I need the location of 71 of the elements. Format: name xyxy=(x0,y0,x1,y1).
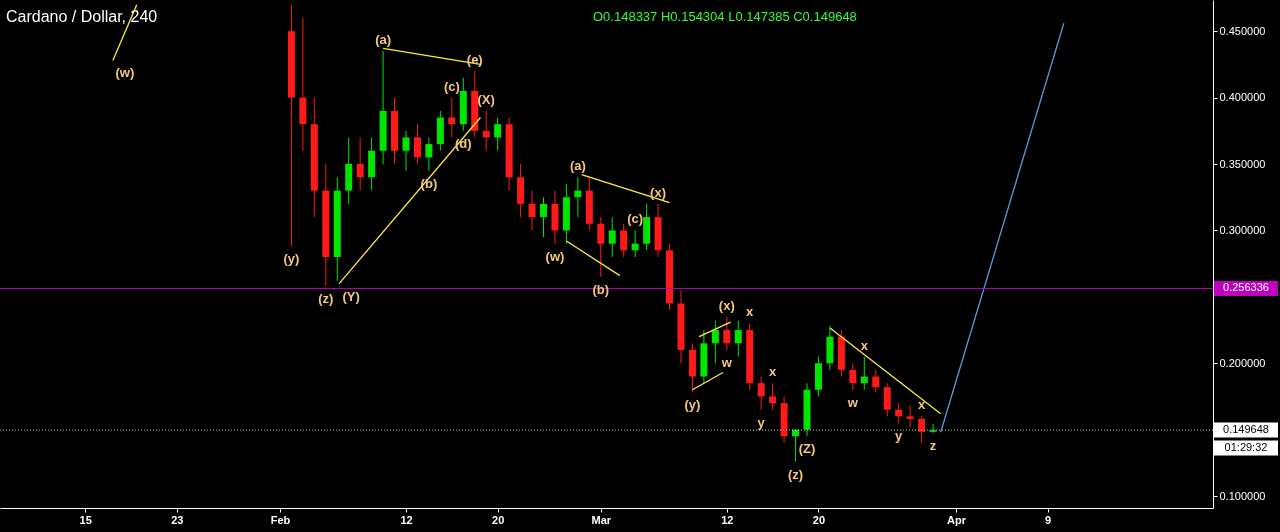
candlestick xyxy=(597,216,605,278)
candlestick xyxy=(356,136,364,192)
x-tick-label: Feb xyxy=(270,513,291,526)
x-tick-label: Apr xyxy=(946,513,967,526)
y-tick-label: 0.300000 xyxy=(1219,223,1266,236)
annotation: x xyxy=(746,304,755,320)
candlestick xyxy=(574,176,582,218)
y-tick-label: 0.450000 xyxy=(1219,24,1266,37)
annotation: y xyxy=(895,428,904,443)
candlestick xyxy=(402,130,410,172)
candlestick xyxy=(528,190,536,231)
x-tick-label: Mar xyxy=(591,513,612,526)
candlestick xyxy=(849,362,857,391)
annotation: y xyxy=(757,414,766,430)
x-tick-label: 12 xyxy=(400,513,413,526)
annotation: (w) xyxy=(545,248,565,264)
annotation: O0.148337 H0.154304 L0.147385 C0.149648 xyxy=(593,9,857,24)
annotation: w xyxy=(720,354,733,370)
ref-line-label: 0.149648 xyxy=(1223,423,1269,436)
annotation: (x) xyxy=(650,184,666,200)
candlestick xyxy=(757,376,765,411)
annotation: (x) xyxy=(718,297,735,313)
candlestick xyxy=(883,382,891,417)
candlestick xyxy=(448,97,456,138)
annotation: (z) xyxy=(787,466,804,482)
candlestick xyxy=(620,223,628,258)
annotation: (y) xyxy=(684,397,701,413)
candlestick xyxy=(723,316,731,351)
annotation: (y) xyxy=(283,251,300,267)
x-tick-label: 23 xyxy=(171,513,184,526)
candlestick xyxy=(872,369,880,393)
annotation: w xyxy=(846,394,859,410)
annotation: x xyxy=(769,364,778,380)
x-tick-label: 9 xyxy=(1045,513,1052,526)
candlestick xyxy=(482,110,490,152)
annotation: z xyxy=(929,438,937,454)
x-tick-label: 20 xyxy=(812,513,826,526)
ref-line-label: 0.256336 xyxy=(1223,281,1269,294)
annotation: (z) xyxy=(318,291,334,307)
candlestick xyxy=(769,382,777,411)
annotation: (Z) xyxy=(798,441,816,457)
candlestick xyxy=(711,320,719,364)
annotation: (X) xyxy=(477,91,495,107)
candlestick xyxy=(494,117,502,152)
x-tick-label: 15 xyxy=(79,513,92,526)
y-tick-label: 0.200000 xyxy=(1219,356,1266,369)
candlestick xyxy=(413,123,421,165)
candlestick xyxy=(425,136,433,172)
annotation: (c) xyxy=(443,78,460,94)
annotation: (c) xyxy=(627,211,644,227)
x-tick-label: 20 xyxy=(492,513,505,526)
annotation: (Y) xyxy=(342,288,360,304)
candlestick xyxy=(631,229,639,258)
annotation: (a) xyxy=(375,32,392,48)
text: 01:29:32 xyxy=(1224,441,1268,453)
annotation: x xyxy=(917,397,926,413)
candlestick xyxy=(895,402,903,424)
candlestick xyxy=(608,216,616,258)
candlestick xyxy=(539,196,547,238)
y-tick-label: 0.400000 xyxy=(1219,91,1266,104)
candlestick xyxy=(918,415,926,444)
candlestick xyxy=(860,356,868,391)
x-tick-label: 12 xyxy=(721,513,734,526)
annotation: (a) xyxy=(569,158,586,174)
y-tick-label: 0.100000 xyxy=(1219,489,1266,502)
y-tick-label: 0.350000 xyxy=(1219,157,1266,170)
annotation: (w) xyxy=(115,65,135,81)
candlestick xyxy=(734,320,742,358)
annotation: x xyxy=(860,337,869,353)
candlestick xyxy=(906,405,914,428)
text: Cardano / Dollar, 240 xyxy=(6,8,158,25)
